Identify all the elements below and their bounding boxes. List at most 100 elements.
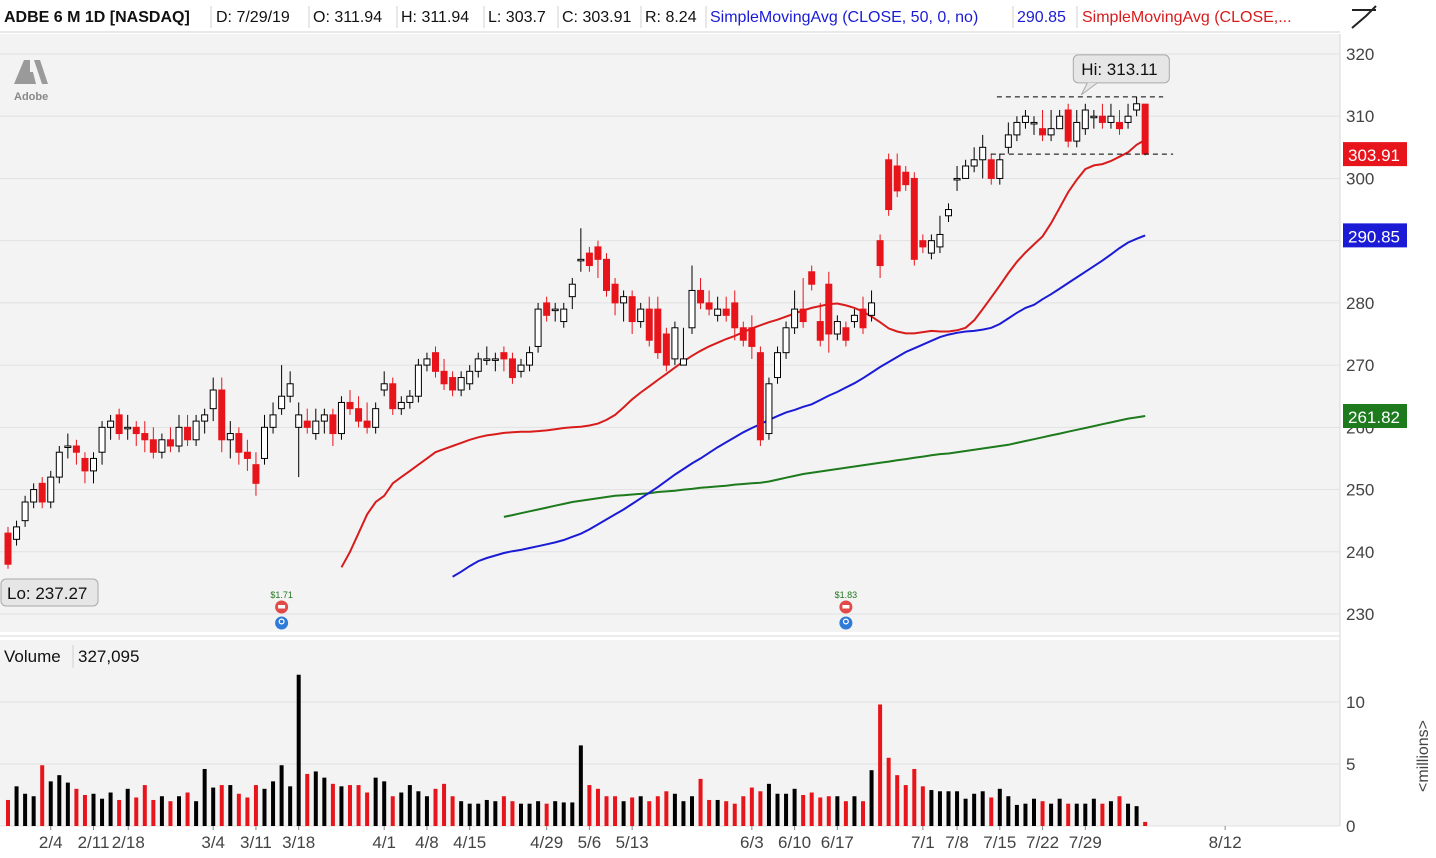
high-label: H: 311.94 [401,9,469,26]
volume-bar [621,801,626,826]
sma20-study-label[interactable]: SimpleMovingAvg (CLOSE,... [1082,9,1292,26]
candle-body [389,383,397,410]
candle [560,302,568,328]
volume-bar [6,799,10,826]
volume-bar [125,788,130,826]
date-tick-label: 2/11 [78,833,110,852]
candle [679,327,687,366]
candle-body [449,377,457,391]
candle [543,296,551,322]
candle-body [953,177,961,181]
candle [508,352,516,384]
volume-bar [766,783,771,826]
volume-tick-label: 0 [1346,817,1355,836]
candle [910,172,918,266]
candle [756,346,764,446]
candle-body [406,395,414,403]
candle [654,296,662,359]
volume-tick-label: 10 [1346,693,1365,712]
candle-body [697,289,705,304]
candle-body [850,314,858,323]
candle-body [1116,121,1123,130]
candle [423,352,431,372]
earnings-eps-label: $1.71 [270,590,293,600]
candle-body [312,420,320,435]
candle [1098,103,1106,129]
candle-body [1090,115,1098,119]
earnings-marker: $1.71 [270,590,293,630]
candle [1090,110,1098,129]
candle-body [987,159,995,179]
volume-bar [1066,803,1071,826]
candle-body [1039,128,1047,136]
lo-label-box [0,578,99,607]
sma200-price-tag: 261.82 [1348,408,1400,427]
volume-bar [236,793,241,826]
candle-body [1073,121,1081,142]
symbol-label[interactable]: ADBE 6 M 1D [NASDAQ] [4,9,190,26]
candle [320,408,328,434]
candle [859,296,867,334]
volume-bar [100,798,105,826]
candle [166,427,174,453]
volume-bar [792,788,797,826]
candle-body [1056,115,1064,130]
candle [466,365,474,390]
candle-body [235,433,243,453]
candle [705,290,713,316]
candle-body [166,439,174,447]
candle-body [936,233,944,248]
date-tick-label: 4/8 [415,833,439,852]
volume-bar [698,778,703,826]
candle [825,271,833,353]
candle-body [979,146,987,161]
volume-bar [536,801,541,826]
sma50-study-label[interactable]: SimpleMovingAvg (CLOSE, 50, 0, no) [710,9,978,26]
candle-body [397,401,405,410]
candle [38,477,46,509]
volume-bar [82,795,87,826]
price-tick-label: 280 [1346,294,1374,313]
candle-body [201,414,209,422]
candle-body [192,420,200,441]
candle-body [226,433,234,441]
volume-bar [809,792,814,826]
volume-bar [784,793,789,826]
volume-bar [1100,803,1105,826]
date-tick-label: 7/1 [911,833,935,852]
candle-body [4,532,12,565]
candle-body [603,258,610,291]
volume-bar [715,799,720,826]
candle-body [748,327,756,347]
volume-bar [638,796,643,826]
date-tick-label: 5/6 [578,833,602,852]
volume-bar [330,783,335,826]
candle-body [124,426,132,430]
volume-bar [1083,803,1088,826]
volume-bar [1143,821,1148,826]
candle-body [628,296,636,323]
date-tick-label: 7/29 [1069,833,1102,852]
volume-header: Volume 327,095 [0,642,146,670]
hi-label: Hi: 313.11 [1081,60,1157,79]
candle [303,408,311,434]
date-tick-label: 4/15 [453,833,486,852]
candle [637,302,645,328]
candle [1013,116,1021,142]
candle-body [98,426,106,453]
volume-bar [527,803,532,826]
volume-bar [168,801,173,826]
candle [312,408,320,440]
candle [149,427,157,459]
header-bar: ADBE 6 M 1D [NASDAQ] D: 7/29/19 O: 311.9… [0,0,1340,33]
candle-body [355,408,363,422]
candle-body [705,302,713,310]
candle [269,402,277,434]
volume-bar [997,788,1002,826]
studies-toggle-icon[interactable] [1345,2,1379,32]
volume-bar [595,788,600,826]
candle-body [543,302,551,316]
candle [414,358,422,403]
candle-body [910,177,918,260]
volume-bar [390,796,395,826]
